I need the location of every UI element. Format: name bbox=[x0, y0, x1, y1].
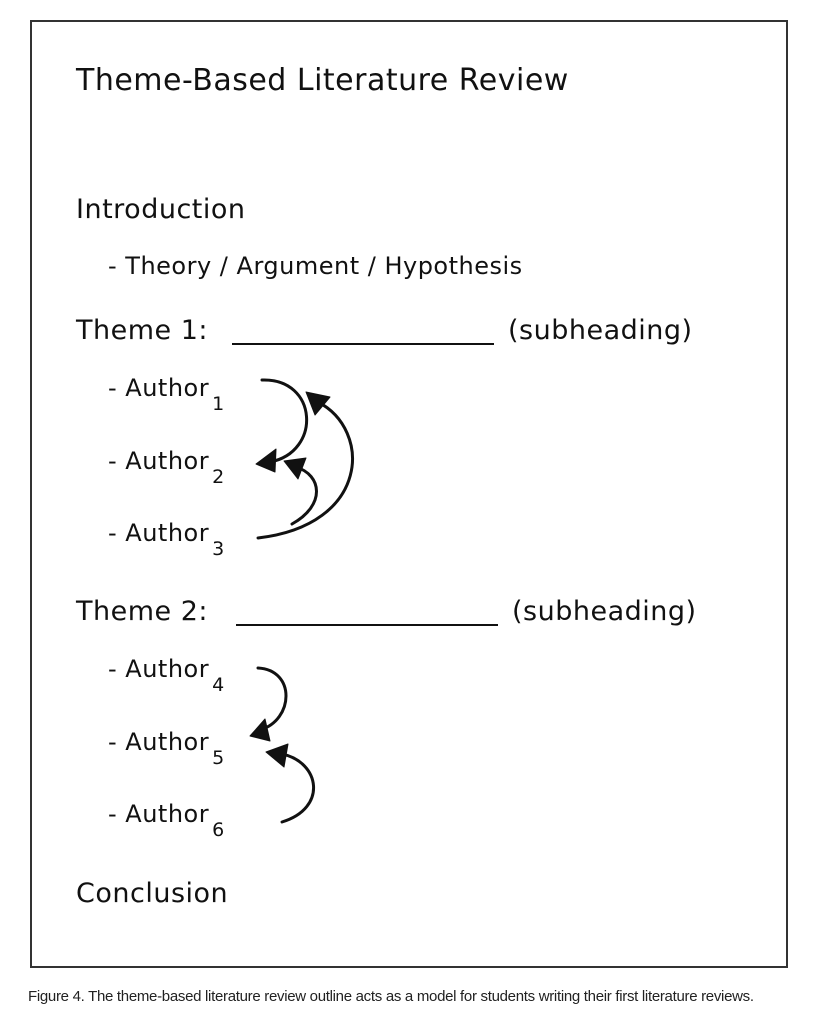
theme-2-subheading-note: (subheading) bbox=[512, 596, 697, 627]
outline-title: Theme-Based Literature Review bbox=[76, 63, 569, 98]
outline-frame bbox=[30, 20, 788, 968]
author-4: - Author4 bbox=[108, 657, 225, 695]
author-number: 5 bbox=[212, 747, 225, 769]
author-number: 3 bbox=[212, 538, 225, 560]
introduction-heading: Introduction bbox=[76, 194, 246, 225]
author-number: 4 bbox=[212, 674, 225, 696]
author-3: - Author3 bbox=[108, 521, 225, 559]
conclusion-heading: Conclusion bbox=[76, 878, 229, 909]
theme-1-subheading-blank bbox=[232, 343, 494, 345]
author-label: - Author bbox=[108, 728, 210, 756]
author-2: - Author2 bbox=[108, 449, 225, 487]
author-number: 1 bbox=[212, 393, 225, 415]
author-6: - Author6 bbox=[108, 802, 225, 840]
author-label: - Author bbox=[108, 519, 210, 547]
author-number: 2 bbox=[212, 466, 225, 488]
theme-2-heading: Theme 2: bbox=[76, 596, 208, 627]
theme-1-heading: Theme 1: bbox=[76, 315, 208, 346]
author-label: - Author bbox=[108, 800, 210, 828]
author-number: 6 bbox=[212, 819, 225, 841]
author-label: - Author bbox=[108, 374, 210, 402]
introduction-detail: - Theory / Argument / Hypothesis bbox=[108, 252, 523, 280]
author-5: - Author5 bbox=[108, 730, 225, 768]
author-label: - Author bbox=[108, 447, 210, 475]
author-1: - Author1 bbox=[108, 376, 225, 414]
author-label: - Author bbox=[108, 655, 210, 683]
figure-caption: Figure 4. The theme-based literature rev… bbox=[28, 988, 754, 1005]
theme-2-subheading-blank bbox=[236, 624, 498, 626]
theme-1-subheading-note: (subheading) bbox=[508, 315, 693, 346]
